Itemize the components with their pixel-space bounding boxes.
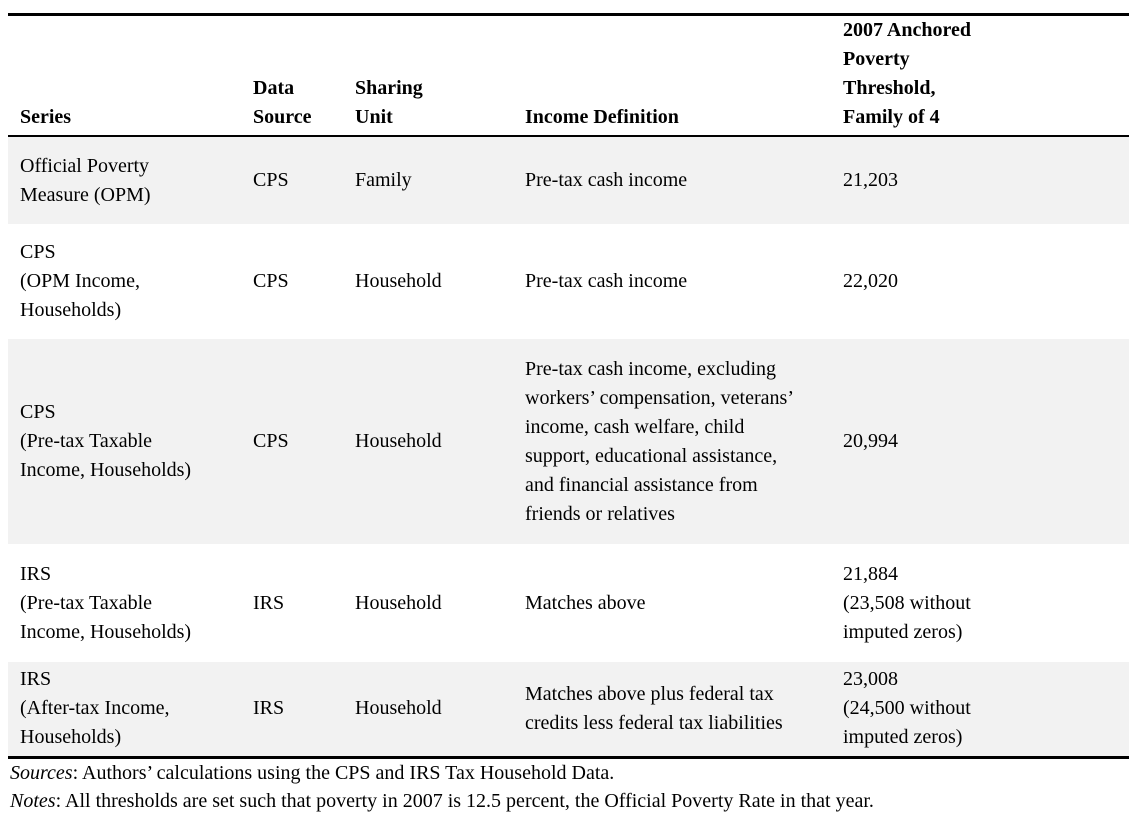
cell-series: IRS (Pre-tax Taxable Income, Households) — [20, 562, 192, 643]
cell-sharing-unit: Family — [355, 169, 412, 191]
cell-series: IRS (After-tax Income, Households) — [20, 668, 170, 749]
cell-threshold: 20,994 — [843, 430, 898, 452]
cell-data-source: IRS — [253, 697, 285, 720]
cell-income-definition: Pre-tax cash income — [525, 169, 688, 191]
table-footnotes: Sources: Authors’ calculations using the… — [10, 759, 1132, 815]
table-row-opm: Official Poverty Measure (OPM) CPS Famil… — [8, 136, 1129, 224]
cell-data-source: CPS — [253, 270, 289, 292]
cell-series: CPS (OPM Income, Households) — [20, 241, 140, 321]
cell-income-definition: Pre-tax cash income — [525, 270, 688, 292]
table-row-irs-aftertax: IRS (After-tax Income, Households) IRS H… — [8, 662, 1129, 757]
cell-series: Official Poverty Measure (OPM) — [20, 154, 151, 206]
table-row-irs-pretax-taxable: IRS (Pre-tax Taxable Income, Households)… — [8, 544, 1129, 662]
cell-data-source: IRS — [253, 591, 285, 614]
notes-text: : All thresholds are set such that pover… — [55, 790, 874, 812]
table-header: Series Data Source Sharing Unit Income D… — [8, 15, 1129, 137]
cell-sharing-unit: Household — [355, 697, 442, 720]
notes-label: Notes — [10, 790, 56, 812]
sources-text: : Authors’ calculations using the CPS an… — [72, 762, 615, 784]
cell-income-definition: Pre-tax cash income, excluding workers’ … — [525, 357, 794, 525]
table-row-cps-opm-income: CPS (OPM Income, Households) CPS Househo… — [8, 224, 1129, 339]
header-threshold: 2007 Anchored Poverty Threshold, Family … — [843, 19, 971, 128]
header-data-source: Data Source — [253, 77, 312, 128]
header-income-definition: Income Definition — [525, 106, 679, 128]
header-series: Series — [20, 106, 72, 128]
table-row-cps-pretax-taxable: CPS (Pre-tax Taxable Income, Households)… — [8, 339, 1129, 544]
cell-income-definition: Matches above — [525, 591, 646, 614]
cell-data-source: CPS — [253, 430, 289, 452]
poverty-threshold-table: Series Data Source Sharing Unit Income D… — [8, 13, 1129, 759]
sources-label: Sources — [10, 762, 73, 784]
cell-data-source: CPS — [253, 169, 289, 191]
header-row: Series Data Source Sharing Unit Income D… — [8, 15, 1129, 137]
sources-note: Sources: Authors’ calculations using the… — [10, 759, 1132, 787]
header-sharing-unit: Sharing Unit — [355, 77, 423, 128]
cell-threshold: 21,884 (23,508 without imputed zeros) — [843, 562, 971, 643]
cell-sharing-unit: Household — [355, 430, 442, 452]
notes-note: Notes: All thresholds are set such that … — [10, 787, 1132, 815]
cell-sharing-unit: Household — [355, 591, 442, 614]
cell-threshold: 21,203 — [843, 169, 898, 191]
cell-threshold: 23,008 (24,500 without imputed zeros) — [843, 668, 971, 749]
cell-threshold: 22,020 — [843, 270, 898, 292]
cell-series: CPS (Pre-tax Taxable Income, Households) — [20, 401, 192, 481]
cell-income-definition: Matches above plus federal tax credits l… — [525, 682, 783, 734]
cell-sharing-unit: Household — [355, 270, 442, 292]
table-body: Official Poverty Measure (OPM) CPS Famil… — [8, 136, 1129, 757]
